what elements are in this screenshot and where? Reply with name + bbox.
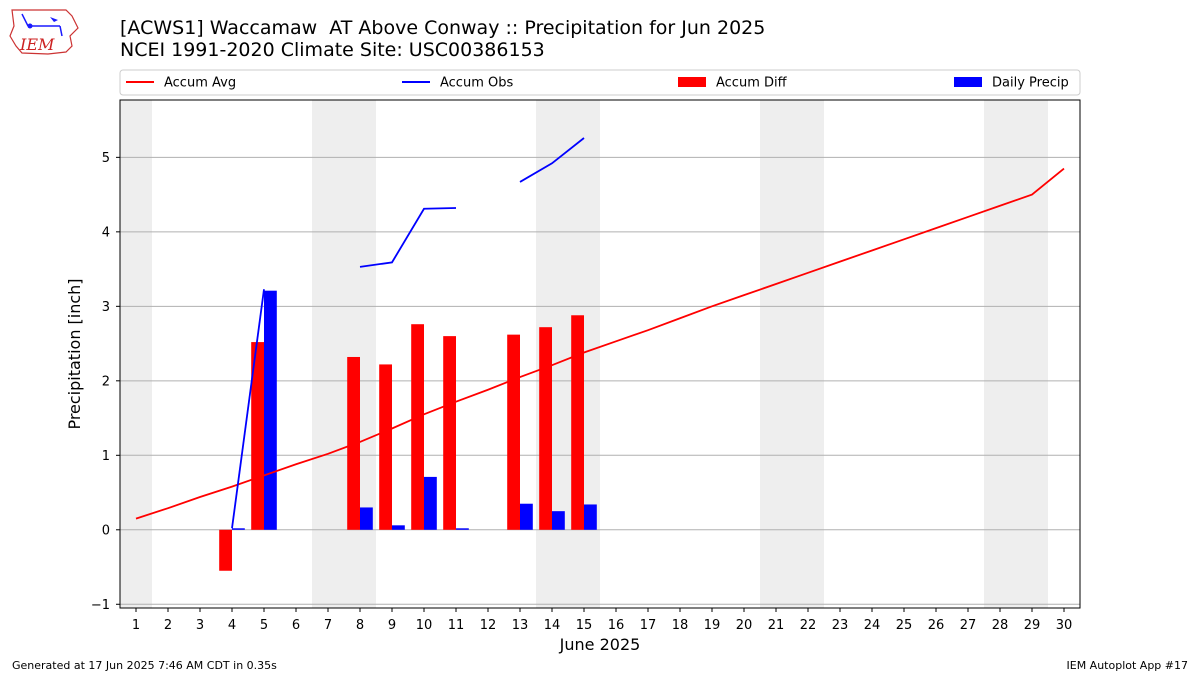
accum-diff-bar (411, 324, 424, 530)
legend-label: Accum Diff (716, 76, 788, 91)
accum-diff-bar (507, 334, 520, 530)
x-tick-label: 19 (704, 618, 721, 633)
x-tick-label: 17 (640, 618, 657, 633)
x-tick-label: 9 (388, 618, 396, 633)
accum-diff-bar (571, 315, 584, 530)
legend-swatch-bar (954, 77, 982, 87)
weekend-band (984, 100, 1048, 608)
x-tick-label: 14 (544, 618, 561, 633)
x-tick-label: 6 (292, 618, 300, 633)
x-tick-label: 11 (448, 618, 465, 633)
legend-label: Accum Obs (440, 76, 513, 91)
x-tick-label: 13 (512, 618, 529, 633)
x-tick-label: 12 (480, 618, 497, 633)
accum-diff-bar (443, 336, 456, 530)
x-tick-label: 10 (416, 618, 433, 633)
daily-precip-bar (392, 525, 405, 530)
daily-precip-bar (360, 507, 373, 530)
y-tick-label: 5 (102, 151, 110, 166)
x-tick-label: 8 (356, 618, 364, 633)
iem-logo: IEM (8, 6, 80, 62)
y-tick-label: −1 (91, 598, 110, 613)
x-tick-label: 30 (1056, 618, 1073, 633)
y-axis-label: Precipitation [inch] (65, 278, 84, 429)
svg-text:IEM: IEM (19, 35, 55, 54)
x-tick-label: 5 (260, 618, 268, 633)
accum-obs-line (519, 137, 585, 183)
weekend-band (120, 100, 152, 608)
accum-diff-bar (219, 529, 232, 571)
x-tick-label: 22 (800, 618, 817, 633)
x-tick-label: 2 (164, 618, 172, 633)
accum-obs-line (231, 289, 265, 529)
accum-obs-line (359, 207, 457, 268)
legend-label: Daily Precip (992, 76, 1069, 91)
accum-diff-bar (251, 342, 264, 530)
y-tick-label: 0 (102, 523, 110, 538)
chart-title: [ACWS1] Waccamaw AT Above Conway :: Prec… (120, 17, 766, 61)
legend-label: Accum Avg (164, 76, 236, 91)
daily-precip-bar (456, 528, 469, 530)
x-tick-label: 21 (768, 618, 785, 633)
x-tick-label: 7 (324, 618, 332, 633)
x-tick-label: 16 (608, 618, 625, 633)
x-tick-label: 27 (960, 618, 977, 633)
plot-frame (119, 99, 1081, 609)
accum-diff-bar (539, 327, 552, 530)
daily-precip-bar (552, 511, 565, 530)
x-tick-label: 23 (832, 618, 849, 633)
daily-precip-bar (424, 476, 437, 530)
y-tick-label: 2 (102, 374, 110, 389)
accum-diff-bar (379, 364, 392, 530)
x-tick-label: 26 (928, 618, 945, 633)
generated-timestamp: Generated at 17 Jun 2025 7:46 AM CDT in … (12, 659, 277, 672)
x-tick-label: 25 (896, 618, 913, 633)
x-tick-label: 15 (576, 618, 593, 633)
weekend-band (312, 100, 376, 608)
x-tick-label: 29 (1024, 618, 1041, 633)
app-label: IEM Autoplot App #17 (1066, 659, 1189, 672)
legend-box (119, 69, 1081, 96)
daily-precip-bar (232, 528, 245, 530)
x-tick-label: 28 (992, 618, 1009, 633)
x-axis-label: June 2025 (559, 635, 641, 654)
accum-avg-line (135, 167, 1065, 520)
y-tick-label: 1 (102, 449, 110, 464)
x-tick-label: 24 (864, 618, 881, 633)
x-tick-label: 3 (196, 618, 204, 633)
x-tick-label: 1 (132, 618, 140, 633)
daily-precip-bar (264, 290, 277, 530)
x-tick-label: 4 (228, 618, 236, 633)
weekend-band (760, 100, 824, 608)
y-tick-label: 3 (102, 300, 110, 315)
legend-swatch-bar (678, 77, 706, 87)
daily-precip-bar (584, 504, 597, 530)
x-tick-label: 20 (736, 618, 753, 633)
y-tick-label: 4 (102, 225, 110, 240)
x-tick-label: 18 (672, 618, 689, 633)
daily-precip-bar (520, 503, 533, 530)
